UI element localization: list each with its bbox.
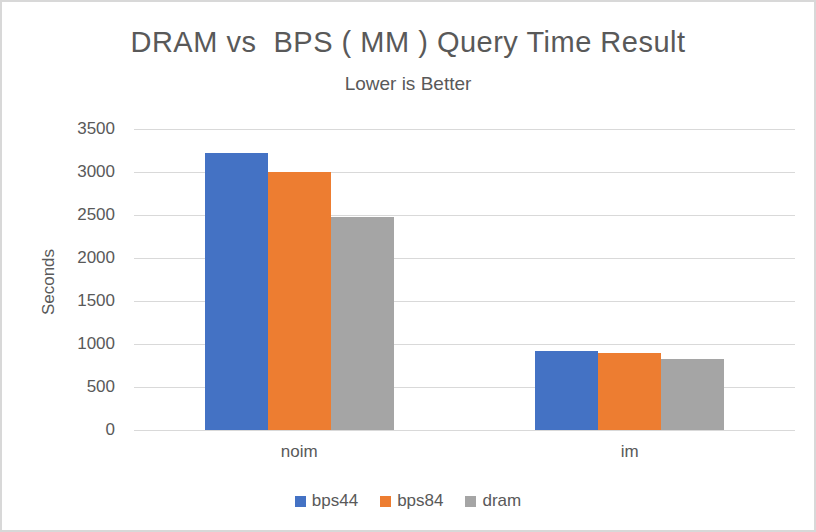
legend-item-dram: dram	[465, 491, 521, 511]
chart-title: DRAM vs BPS ( MM ) Query Time Result	[2, 26, 814, 59]
legend-label: bps44	[312, 491, 358, 511]
legend-item-bps84: bps84	[380, 491, 443, 511]
legend-swatch-icon	[380, 496, 391, 507]
bar-dram-noim	[331, 217, 394, 430]
legend-item-bps44: bps44	[295, 491, 358, 511]
legend-swatch-icon	[465, 496, 476, 507]
bar-dram-im	[661, 359, 724, 430]
y-tick-label: 2000	[42, 248, 115, 268]
legend-label: bps84	[397, 491, 443, 511]
y-tick-label: 3500	[42, 119, 115, 139]
y-tick-label: 500	[42, 377, 115, 397]
chart-subtitle: Lower is Better	[2, 73, 814, 95]
bar-bps44-im	[535, 351, 598, 430]
category-label-noim: noim	[239, 442, 359, 462]
y-tick-label: 1000	[42, 334, 115, 354]
y-tick-label: 1500	[42, 291, 115, 311]
bar-bps84-im	[598, 353, 661, 430]
legend: bps44 bps84 dram	[2, 491, 814, 511]
legend-swatch-icon	[295, 496, 306, 507]
chart-frame: DRAM vs BPS ( MM ) Query Time Result Low…	[0, 0, 816, 532]
plot-area	[134, 129, 795, 430]
bar-bps84-noim	[268, 172, 331, 430]
y-tick-label: 2500	[42, 205, 115, 225]
y-tick-label: 0	[42, 420, 115, 440]
category-label-im: im	[570, 442, 690, 462]
bar-bps44-noim	[205, 153, 268, 430]
y-tick-label: 3000	[42, 162, 115, 182]
gridline	[134, 129, 795, 130]
legend-label: dram	[482, 491, 521, 511]
